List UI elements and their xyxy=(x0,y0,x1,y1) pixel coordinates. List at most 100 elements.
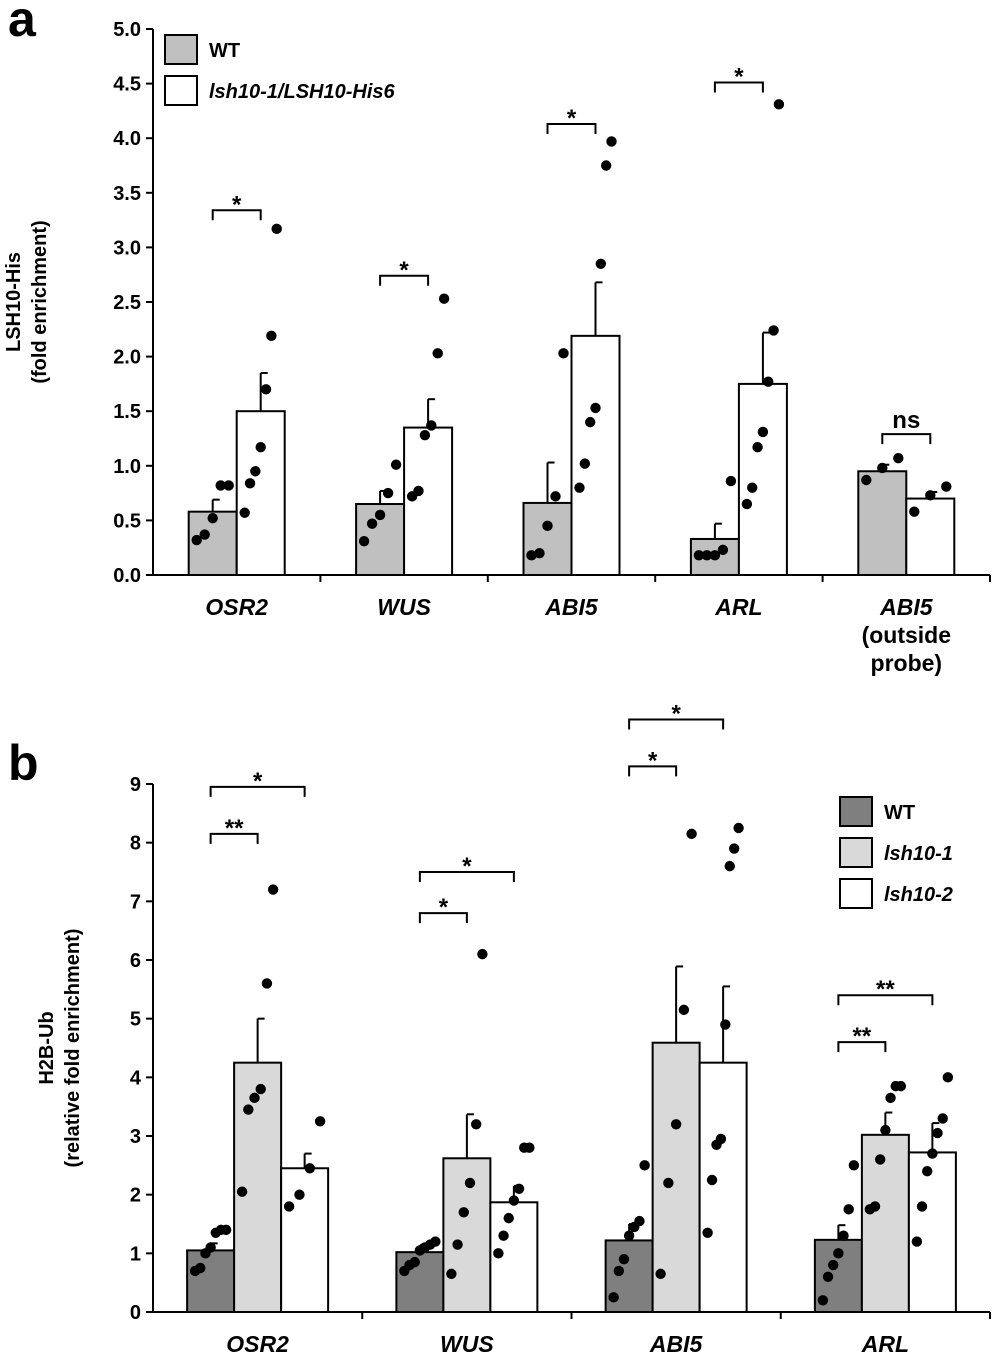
y-tick-label: 0.0 xyxy=(113,565,141,587)
data-point xyxy=(199,529,210,540)
data-point xyxy=(584,416,596,428)
data-point xyxy=(464,1177,476,1189)
significance-label: ns xyxy=(892,407,920,434)
bar xyxy=(737,382,788,576)
category-label: ABI5 xyxy=(879,594,934,620)
y-tick-label: 2.5 xyxy=(113,292,141,314)
data-point xyxy=(706,1174,718,1186)
category-label: WUS xyxy=(440,1331,494,1355)
data-point xyxy=(382,487,394,499)
data-point xyxy=(838,1230,849,1241)
data-point xyxy=(239,507,250,518)
data-point xyxy=(655,1268,666,1280)
data-point xyxy=(243,1104,254,1115)
data-point xyxy=(249,1092,260,1104)
y-tick-label: 1 xyxy=(130,1243,141,1265)
data-point xyxy=(715,1133,727,1145)
data-point xyxy=(358,535,370,547)
significance-bracket xyxy=(837,1041,887,1053)
data-point xyxy=(260,384,272,395)
category-label: ABI5 xyxy=(544,594,599,620)
category-label: ABI5 xyxy=(649,1331,704,1355)
data-point xyxy=(595,258,607,269)
data-point xyxy=(817,1295,829,1306)
data-point xyxy=(470,1119,482,1130)
data-point xyxy=(266,330,277,342)
y-tick-label: 1.0 xyxy=(113,456,141,478)
category-label: OSR2 xyxy=(226,1331,289,1355)
data-point xyxy=(477,948,488,960)
data-point xyxy=(524,1142,535,1153)
data-point xyxy=(205,1242,216,1253)
y-tick-label: 2 xyxy=(130,1185,141,1207)
data-point xyxy=(374,509,386,521)
data-point xyxy=(613,1265,624,1277)
data-point xyxy=(623,1230,635,1241)
category-label: OSR2 xyxy=(205,594,268,620)
category-label: ARL xyxy=(714,594,762,620)
significance-bracket xyxy=(379,274,430,286)
data-point xyxy=(678,1004,690,1016)
significance-bracket xyxy=(713,81,764,93)
data-point xyxy=(861,474,872,486)
y-tick-label: 4.0 xyxy=(113,128,141,150)
y-tick-label: 3.0 xyxy=(113,237,141,259)
data-point xyxy=(757,426,769,438)
data-point xyxy=(493,1248,504,1259)
significance-bracket xyxy=(418,871,515,882)
data-point xyxy=(294,1189,305,1200)
data-point xyxy=(498,1230,509,1241)
bar xyxy=(186,1249,236,1314)
data-point xyxy=(426,420,437,431)
y-axis-label: (relative fold enrichment) xyxy=(62,929,84,1168)
y-tick-label: 3.5 xyxy=(113,183,141,205)
data-point xyxy=(390,459,402,470)
y-axis-label: H2B-Ub xyxy=(36,1011,58,1084)
significance-bracket xyxy=(418,912,468,924)
legend-label: lsh10-2 xyxy=(884,884,953,906)
legend-label: lsh10-1/LSH10-His6 xyxy=(209,81,396,103)
data-point xyxy=(752,442,763,453)
data-point xyxy=(720,1019,731,1030)
legend-swatch xyxy=(164,75,198,106)
significance-bracket xyxy=(546,123,597,135)
data-point xyxy=(932,1127,943,1139)
data-point xyxy=(438,293,450,304)
data-point xyxy=(452,1239,463,1250)
data-point xyxy=(686,828,697,840)
data-point xyxy=(503,1212,514,1224)
data-point xyxy=(942,1072,954,1083)
y-tick-label: 5 xyxy=(130,1009,141,1031)
data-point xyxy=(271,223,282,235)
data-point xyxy=(843,1204,854,1215)
data-point xyxy=(236,1186,248,1197)
data-point xyxy=(911,1236,923,1247)
data-point xyxy=(508,1195,520,1206)
legend-label: lsh10-1 xyxy=(884,843,953,865)
data-point xyxy=(909,506,920,517)
significance-label: ** xyxy=(853,1023,872,1050)
data-point xyxy=(634,1215,645,1227)
significance-bracket xyxy=(628,765,678,777)
data-point xyxy=(550,491,561,502)
data-point xyxy=(195,1262,206,1274)
data-point xyxy=(618,1254,630,1265)
data-point xyxy=(725,475,737,487)
data-point xyxy=(828,1259,839,1271)
significance-label: ** xyxy=(225,815,244,842)
legend-swatch xyxy=(164,34,198,65)
y-axis-label: LSH10-His xyxy=(3,252,25,352)
significance-label: * xyxy=(734,64,744,91)
bar xyxy=(235,410,286,577)
data-point xyxy=(215,480,226,491)
bar xyxy=(907,1151,957,1313)
data-point xyxy=(446,1268,457,1280)
data-point xyxy=(702,1227,713,1239)
data-point xyxy=(717,544,729,556)
data-point xyxy=(526,550,537,561)
data-point xyxy=(223,480,234,491)
y-tick-label: 8 xyxy=(130,833,141,855)
legend-label: WT xyxy=(884,802,915,824)
significance-label: * xyxy=(648,747,658,774)
